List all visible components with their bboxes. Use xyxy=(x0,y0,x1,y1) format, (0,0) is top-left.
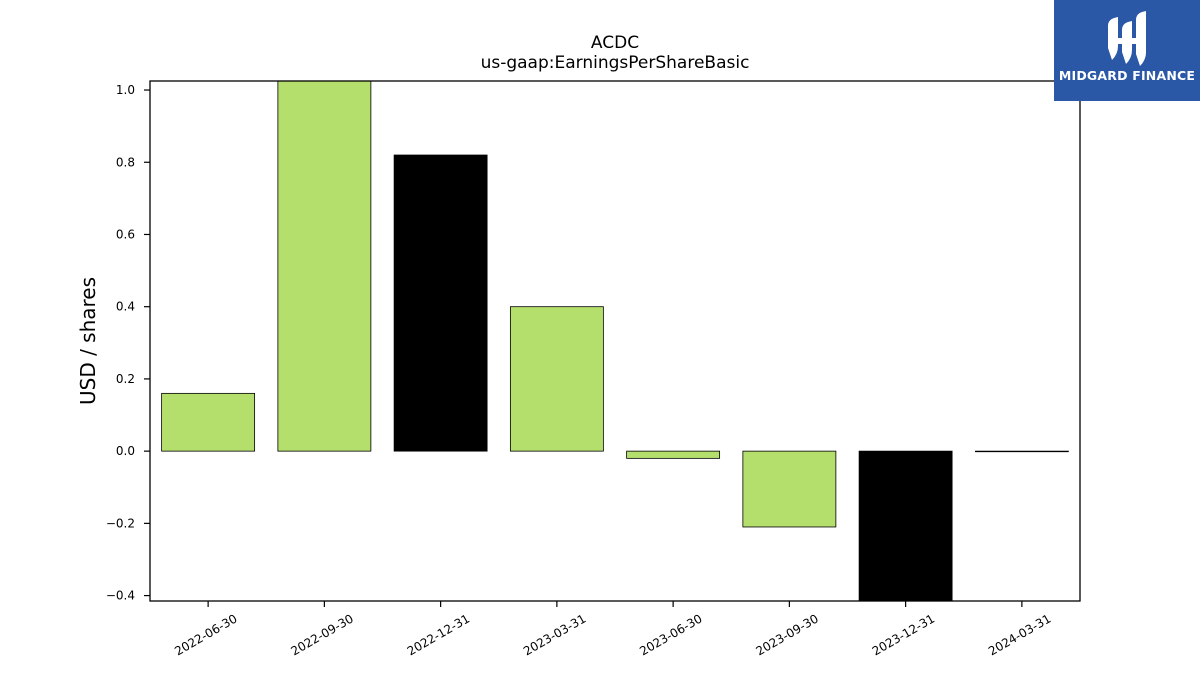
midgard-finance-logo: MIDGARD FINANCE xyxy=(1054,0,1200,101)
y-tick-label: 1.0 xyxy=(116,83,135,97)
bar-2022-06-30 xyxy=(161,392,256,452)
midgard-logo-icon xyxy=(1108,11,1146,66)
x-tick-label: 2023-12-31 xyxy=(870,611,937,658)
bar-2024-03-31 xyxy=(974,450,1069,453)
bar-2023-12-31 xyxy=(858,450,953,601)
x-axis: 2022-06-30 2022-09-30 2022-12-31 2023-03-31… xyxy=(172,601,1053,658)
chart-title: ACDC xyxy=(591,33,639,53)
chart-subtitle: us-gaap:EarningsPerShareBasic xyxy=(481,53,750,73)
x-tick-label: 2023-03-31 xyxy=(521,611,588,658)
x-tick-label: 2023-06-30 xyxy=(637,611,704,658)
bar-2023-09-30 xyxy=(742,450,837,528)
y-tick-label: −0.4 xyxy=(106,589,135,603)
x-tick-label: 2022-06-30 xyxy=(172,611,239,658)
bar-2022-09-30 xyxy=(277,81,372,452)
y-tick-label: 0.4 xyxy=(116,300,135,314)
y-axis-label: USD / shares xyxy=(76,277,100,405)
y-tick-label: 0.6 xyxy=(116,227,135,241)
y-tick-label: 0.8 xyxy=(116,155,135,169)
x-tick-label: 2024-03-31 xyxy=(986,611,1053,658)
plot-frame xyxy=(149,80,1081,602)
x-tick-label: 2023-09-30 xyxy=(753,611,820,658)
y-tick-label: 0.2 xyxy=(116,372,135,386)
y-axis: −0.4 −0.2 0.0 0.2 0.4 0.6 0.8 1.0 xyxy=(106,83,150,603)
x-tick-label: 2022-12-31 xyxy=(405,611,472,658)
bar-group xyxy=(161,81,1069,601)
bar-2022-12-31 xyxy=(393,154,488,452)
y-tick-label: 0.0 xyxy=(116,444,135,458)
bar-2023-06-30 xyxy=(626,450,721,459)
x-tick-label: 2022-09-30 xyxy=(288,611,355,658)
bar-2023-03-31 xyxy=(509,306,604,452)
logo-text: MIDGARD FINANCE xyxy=(1058,68,1196,83)
y-tick-label: −0.2 xyxy=(106,516,135,530)
